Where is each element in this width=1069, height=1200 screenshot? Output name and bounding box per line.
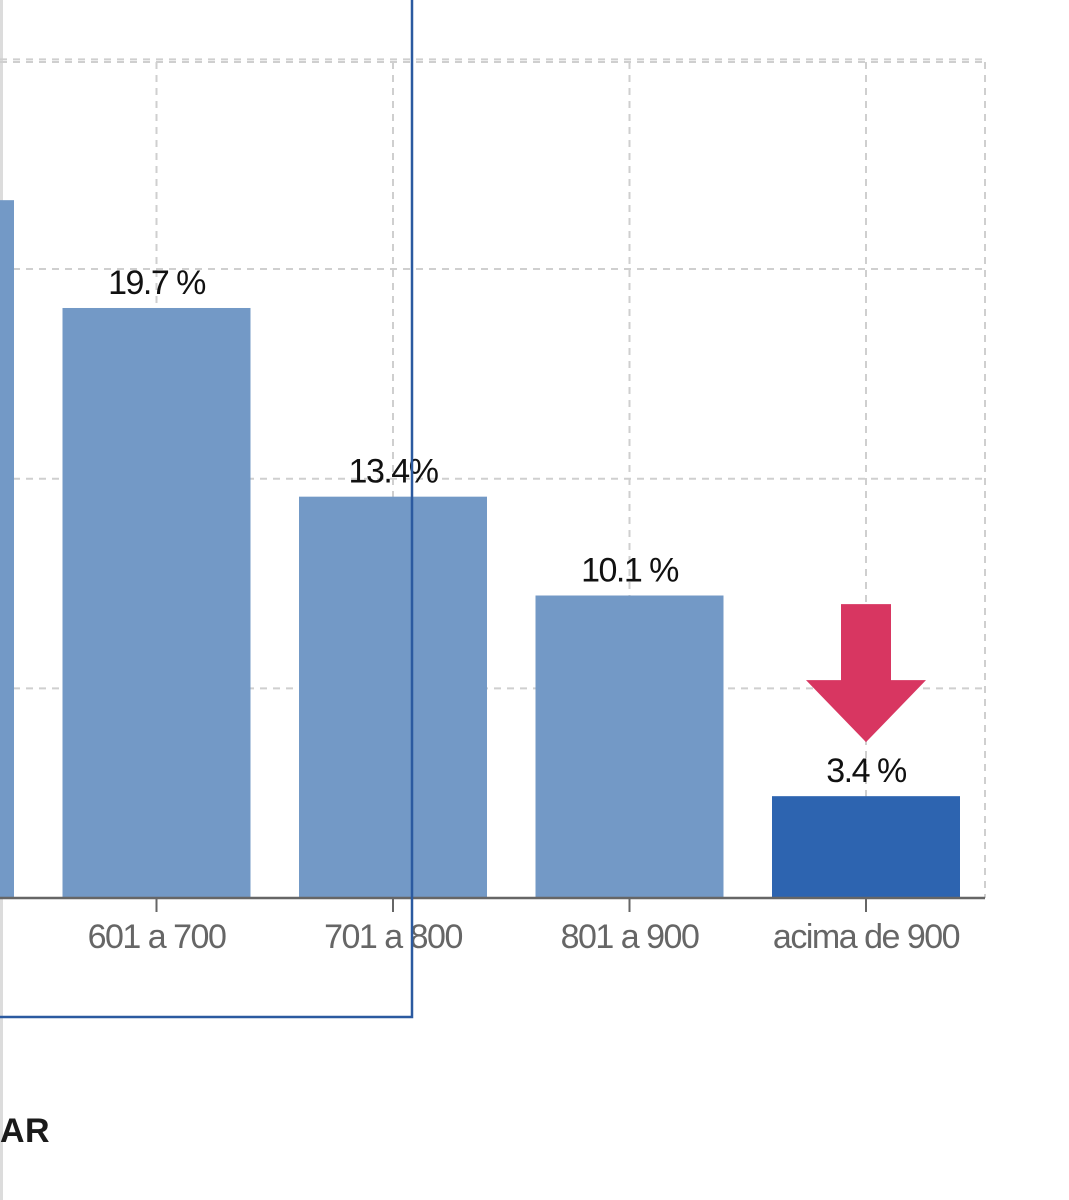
x-tick-label: acima de 900: [773, 918, 960, 956]
bar: [0, 200, 14, 899]
data-label: 13.4%: [349, 453, 439, 491]
arrow-down-icon: [806, 604, 926, 743]
bar: [299, 496, 487, 898]
overlay-frame: [0, 0, 414, 1019]
x-tick-label: 701 a 800: [324, 918, 462, 956]
bar: [535, 595, 724, 898]
x-tick-label: 801 a 900: [561, 918, 699, 956]
bar: [62, 307, 251, 898]
data-label: 19.7 %: [108, 264, 206, 302]
x-tick-label: 601 a 700: [88, 918, 226, 956]
data-label: 10.1 %: [581, 552, 679, 590]
bar-highlight: [772, 796, 960, 898]
data-label: 3.4 %: [826, 752, 907, 790]
cropped-footer-text: AR: [0, 1112, 51, 1150]
